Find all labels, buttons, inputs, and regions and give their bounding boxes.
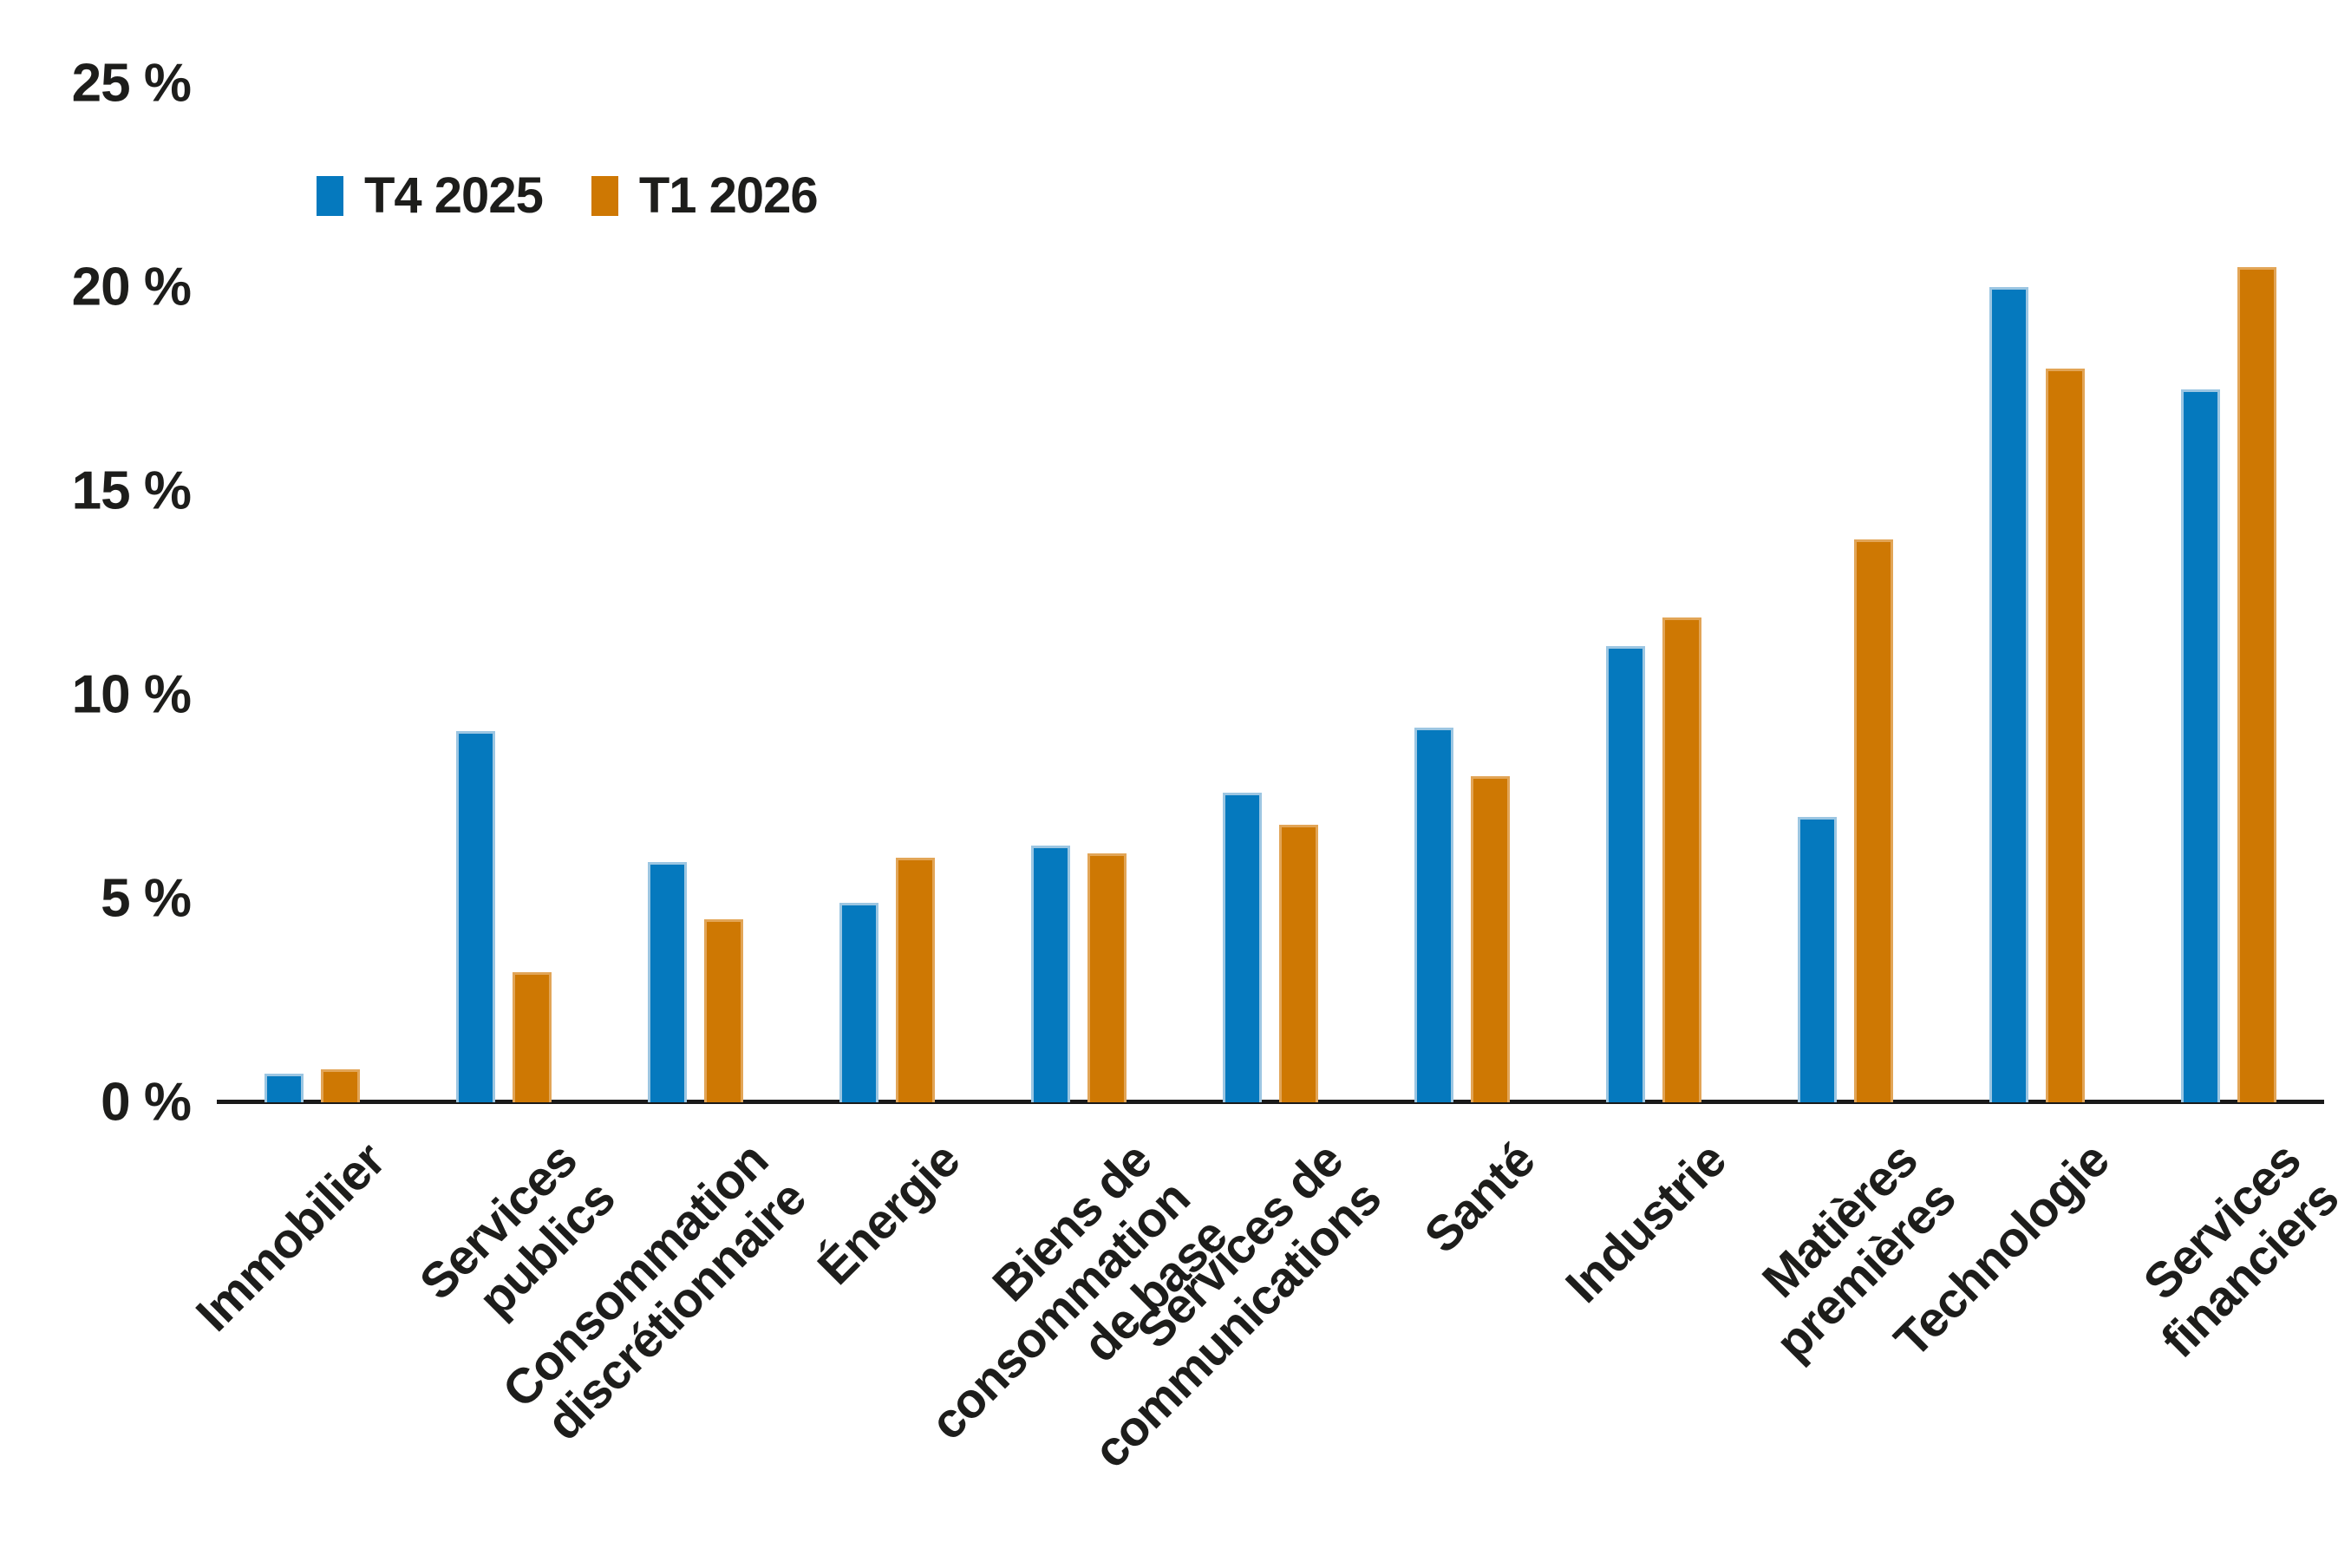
legend-item: T1 2026 [591, 167, 819, 225]
legend-label: T4 2025 [364, 167, 544, 224]
bar-t1-2026 [704, 918, 744, 1102]
category-group: Immobilier [186, 83, 408, 1343]
plot-area: Immobilier Services publics Consommation… [186, 83, 2338, 1479]
category-group: Technologie [1884, 83, 2132, 1368]
bar-t4-2025 [1031, 845, 1071, 1102]
x-axis-line [217, 1100, 2324, 1104]
bar-t4-2025 [264, 1074, 304, 1102]
y-axis-tick-label: 10 % [71, 664, 192, 725]
bar-pair [2180, 83, 2276, 1102]
y-axis-tick-label: 0 % [101, 1072, 192, 1133]
category-group: Matières premières [1749, 83, 1966, 1371]
category-group: Services de communications [1083, 83, 1391, 1479]
bar-pair [648, 83, 744, 1102]
bar-pair [264, 83, 361, 1102]
category-group: Santé [1366, 83, 1558, 1264]
legend-item: T4 2025 [317, 167, 544, 225]
bar-t1-2026 [321, 1069, 361, 1102]
bar-t1-2026 [2237, 266, 2276, 1102]
bar-pair [1989, 83, 2085, 1102]
category-group: Services publics [408, 83, 625, 1328]
bar-t1-2026 [2045, 369, 2085, 1102]
category-group: Énergie [792, 83, 983, 1296]
bar-pair [1605, 83, 1701, 1102]
bar-t4-2025 [648, 861, 688, 1102]
bar-t4-2025 [1989, 287, 2028, 1102]
y-axis-tick-label: 25 % [71, 53, 192, 114]
bar-t1-2026 [1087, 853, 1127, 1102]
category-label: Industrie [1555, 1132, 1737, 1314]
bar-t1-2026 [1853, 539, 1893, 1102]
bar-t4-2025 [839, 902, 879, 1102]
bar-t1-2026 [1662, 617, 1701, 1102]
category-label: Services financiers [2132, 1132, 2338, 1369]
category-group: Industrie [1556, 83, 1749, 1314]
bar-pair [456, 83, 552, 1102]
bar-pair [1222, 83, 1318, 1102]
bar-t4-2025 [456, 731, 496, 1102]
bar-t4-2025 [2180, 389, 2220, 1102]
y-axis-tick-label: 15 % [71, 461, 192, 521]
y-axis-tick-label: 5 % [101, 868, 192, 929]
y-axis-tick-label: 20 % [71, 257, 192, 317]
bar-pair [1414, 83, 1510, 1102]
bar-t1-2026 [896, 858, 936, 1102]
category-group: Biens de consommation de base [919, 83, 1238, 1451]
bar-pair [1797, 83, 1893, 1102]
bar-t4-2025 [1797, 817, 1837, 1102]
legend: T4 2025 T1 2026 [317, 167, 819, 225]
category-label: Énergie [807, 1132, 971, 1296]
bar-t1-2026 [1278, 825, 1318, 1102]
legend-swatch [317, 175, 343, 216]
bar-pair [1031, 83, 1127, 1102]
bar-pair [839, 83, 936, 1102]
category-group: Consommation discrétionnaire [493, 83, 817, 1451]
category-label: Santé [1414, 1132, 1545, 1264]
legend-label: T1 2026 [638, 167, 819, 224]
bar-t1-2026 [513, 971, 552, 1102]
bar-t1-2026 [1470, 776, 1510, 1102]
bar-t4-2025 [1605, 645, 1645, 1102]
bar-t4-2025 [1222, 792, 1262, 1102]
category-label: Immobilier [186, 1132, 396, 1343]
bar-t4-2025 [1414, 727, 1453, 1102]
category-group: Services financiers [2132, 83, 2338, 1369]
legend-swatch [591, 175, 618, 216]
